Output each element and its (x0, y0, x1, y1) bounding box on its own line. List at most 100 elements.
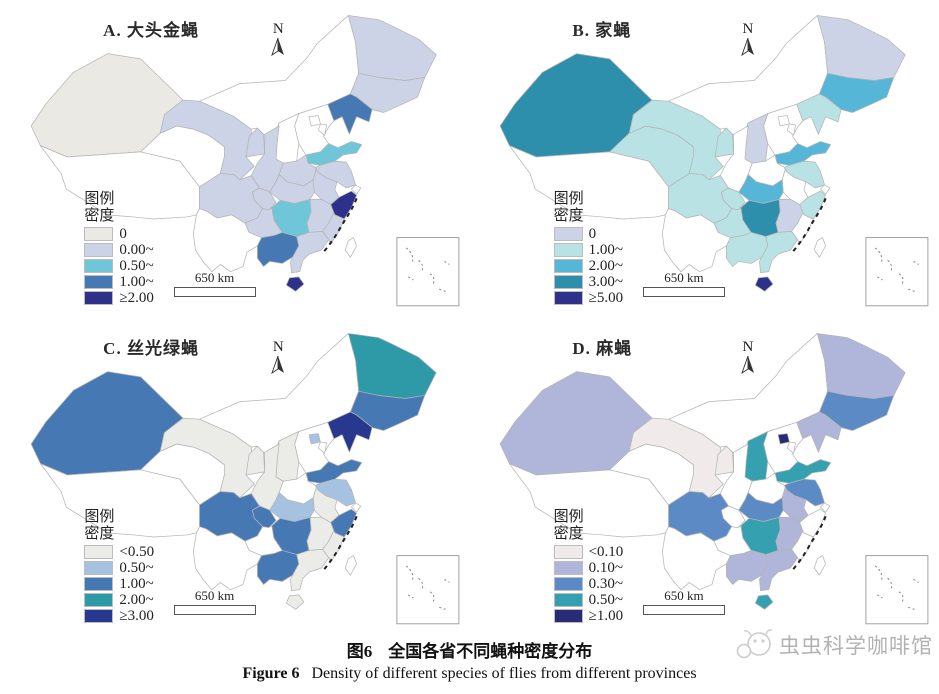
panel-a: A. 大头金蝇 N 图例 密度 0 0.00~ 0.50~ 1.00~ ≥2.00 65… (0, 0, 469, 318)
china-map-A (30, 15, 460, 307)
province-shandong (305, 141, 363, 166)
caption-zh-label: 图6 (346, 642, 373, 661)
province-tianjin (318, 123, 327, 136)
legend-label: <0.10 (588, 543, 624, 560)
legend-label: 0.50~ (119, 257, 154, 274)
map-legend: 图例 密度 <0.10 0.10~ 0.30~ 0.50~ ≥1.00 (553, 508, 624, 625)
province-shanghai (820, 184, 831, 195)
legend-title-line1: 图例 (553, 508, 584, 525)
legend-swatch (553, 291, 583, 306)
scale-bar-rect (173, 287, 256, 298)
scale-label: 650 km (664, 588, 704, 604)
legend-title-line1: 图例 (84, 190, 115, 207)
figure-grid: A. 大头金蝇 N 图例 密度 0 0.00~ 0.50~ 1.00~ ≥2.00 65… (0, 0, 939, 636)
scale-label: 650 km (664, 270, 704, 286)
legend-label: 0 (119, 225, 127, 242)
legend-item: 0.30~ (553, 576, 624, 592)
province-hainan (754, 276, 774, 292)
caption-zh-text: 全国各省不同蝇种密度分布 (388, 642, 593, 661)
scale-bar-rect (642, 605, 725, 616)
north-arrow-icon (741, 37, 754, 57)
legend-title-line2: 密度 (553, 207, 584, 224)
province-beijing (308, 115, 321, 127)
province-hainan (285, 276, 305, 292)
scale-bar: 650 km (173, 588, 256, 616)
inset-islands (405, 565, 450, 610)
legend-item: 3.00~ (553, 274, 623, 290)
legend-label: 2.00~ (588, 257, 623, 274)
province-hainan (285, 594, 305, 610)
panel-c: C. 丝光绿蝇 N 图例 密度 <0.50 0.50~ 1.00~ 2.00~ ≥3.0… (0, 318, 469, 636)
panel-b: B. 家蝇 N 图例 密度 0 1.00~ 2.00~ 3.00~ ≥5.00 650 … (469, 0, 939, 318)
province-heilongjiang (347, 333, 437, 399)
north-arrow-icon (271, 37, 285, 57)
panel-b-title: B. 家蝇 (572, 20, 632, 40)
legend-swatch (553, 545, 583, 560)
province-hainan (754, 594, 774, 610)
china-map-C (30, 333, 460, 625)
legend-swatch (553, 275, 583, 290)
legend-label: 0.10~ (588, 559, 623, 576)
province-shandong (305, 459, 363, 484)
legend-item: 1.00~ (84, 274, 154, 290)
compass-n-label: N (742, 339, 754, 356)
legend-item: 0.00~ (84, 242, 154, 258)
watermark: 虫虫科学咖啡馆 (735, 628, 933, 662)
legend-swatch (553, 577, 583, 592)
compass-n-label: N (272, 21, 284, 38)
caption-zh: 图6 全国各省不同蝇种密度分布 (0, 637, 939, 662)
legend-swatch (84, 609, 114, 624)
coastal-islands-dashes (322, 515, 358, 571)
province-liaoning (327, 93, 373, 135)
legend-label: 1.00~ (588, 241, 623, 258)
compass: N (267, 339, 289, 379)
legend-label: ≥1.00 (588, 607, 624, 624)
legend-items: <0.50 0.50~ 1.00~ 2.00~ ≥3.00 (84, 544, 154, 624)
scale-bar: 650 km (642, 588, 725, 616)
legend-label: 2.00~ (119, 591, 154, 608)
province-yunnan (192, 208, 262, 273)
legend-swatch (84, 577, 114, 592)
legend-label: 1.00~ (119, 575, 154, 592)
legend-swatch (553, 609, 583, 624)
legend-item: 0.50~ (84, 257, 154, 274)
legend-item: ≥5.00 (553, 290, 623, 306)
legend-title: 图例 密度 (84, 509, 154, 543)
legend-title-line2: 密度 (84, 207, 115, 224)
legend-items: 0 1.00~ 2.00~ 3.00~ ≥5.00 (553, 225, 623, 306)
legend-label: 0.50~ (588, 591, 623, 608)
province-tianjin (787, 123, 796, 136)
province-tianjin (787, 441, 796, 454)
compass: N (737, 339, 759, 379)
legend-title-line1: 图例 (553, 190, 584, 207)
legend-item: 0.10~ (553, 559, 624, 576)
province-guangxi (726, 550, 769, 585)
legend-item: 1.00~ (553, 241, 623, 258)
province-yunnan (661, 208, 731, 273)
scale-bar-rect (642, 287, 725, 298)
legend-swatch (84, 291, 114, 306)
caption-en-label: Figure 6 (242, 665, 300, 682)
china-map-B (499, 15, 929, 307)
legend-label: ≥3.00 (119, 607, 154, 624)
province-yunnan (661, 526, 731, 591)
caption-en: Figure 6 Density of different species of … (0, 665, 939, 683)
province-liaoning (796, 411, 842, 453)
legend-swatch (84, 243, 114, 258)
south-china-sea-inset (865, 237, 929, 307)
legend-item: ≥1.00 (553, 607, 624, 624)
province-guangxi (257, 550, 300, 585)
legend-item: 0 (553, 225, 623, 242)
province-heilongjiang (347, 15, 437, 81)
province-guangxi (257, 232, 300, 267)
legend-item: ≥2.00 (84, 290, 154, 306)
panel-d-title: D. 麻蝇 (572, 338, 633, 358)
map-legend: 图例 密度 0 0.00~ 0.50~ 1.00~ ≥2.00 (84, 191, 154, 307)
legend-swatch (84, 593, 114, 608)
legend-item: 0.50~ (553, 591, 624, 608)
legend-title: 图例 密度 (84, 191, 153, 225)
legend-label: 0 (588, 225, 597, 242)
coastal-islands-dashes (791, 197, 827, 253)
legend-item: 2.00~ (84, 592, 154, 608)
